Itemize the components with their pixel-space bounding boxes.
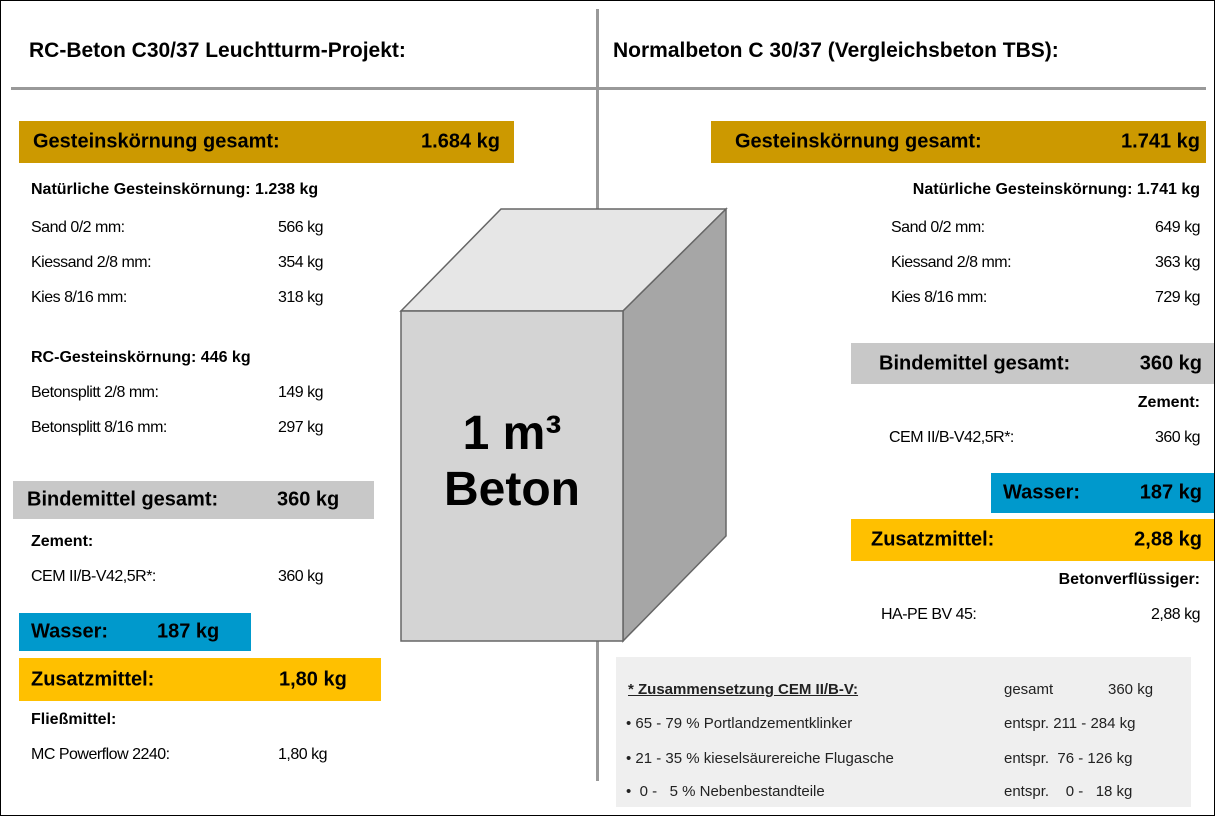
binder-bar: Bindemittel gesamt: 360 kg [13,481,374,519]
footnote-row-value: entspr. 76 - 126 kg [1004,750,1133,767]
row-value: 2,88 kg [1151,606,1200,623]
bar-label: Gesteinskörnung gesamt: [33,130,280,153]
bar-label: Bindemittel gesamt: [27,488,219,511]
bar-label: Bindemittel gesamt: [879,352,1071,374]
row-label: Betonsplitt 2/8 mm: [31,384,159,401]
sub-heading: Betonverflüssiger: [1058,571,1200,588]
row-value: 649 kg [1154,219,1201,236]
header-divider [11,87,1206,90]
bar-label: Gesteinskörnung gesamt: [735,130,982,153]
footnote-heading: * Zusammensetzung CEM II/B-V: [628,681,859,698]
row-label: Kiessand 2/8 mm: [891,254,1012,271]
row-label: MC Powerflow 2240: [31,746,170,763]
footnote-row-value: entspr. 0 - 18 kg [1004,783,1133,800]
row-value: 1,80 kg [278,746,327,763]
row-label: CEM II/B-V42,5R*: [31,568,156,585]
bar-label: Wasser: [31,620,109,643]
row-value: 149 kg [278,384,324,401]
bar-value: 1.684 kg [421,130,500,153]
sub-heading: Fließmittel: [31,711,117,728]
row-label: Sand 0/2 mm: [31,219,125,236]
footnote-row-value: entspr. 211 - 284 kg [1004,715,1136,732]
footnote-row: • 0 - 5 % Nebenbestandteile [626,783,825,800]
admixture-bar: Zusatzmittel: 2,88 kg [851,519,1214,561]
cube-line: Beton [444,463,580,516]
sub-heading: Zement: [31,533,94,550]
row-value: 318 kg [278,289,324,306]
admixture-bar: Zusatzmittel: 1,80 kg [19,658,381,701]
right-title: Normalbeton C 30/37 (Vergleichsbeton TBS… [613,39,1059,62]
cube [399,207,728,643]
section-heading: Natürliche Gesteinskörnung: 1.238 kg [31,181,319,198]
cube-label: 1 m³ Beton [401,406,623,518]
section-heading: RC-Gesteinskörnung: 446 kg [31,349,251,366]
bar-label: Zusatzmittel: [31,668,155,690]
bar-value: 187 kg [157,620,220,643]
sub-heading: Zement: [1137,394,1200,411]
row-label: CEM II/B-V42,5R*: [889,429,1014,446]
footnote-row: • 65 - 79 % Portlandzementklinker [626,715,853,732]
row-value: 566 kg [278,219,324,236]
bar-label: Zusatzmittel: [871,528,995,551]
row-value: 354 kg [278,254,324,271]
bar-value: 1.741 kg [1121,130,1200,153]
bar-value: 187 kg [1139,481,1202,504]
water-bar: Wasser: 187 kg [19,613,251,651]
row-label: HA-PE BV 45: [881,606,977,623]
row-value: 363 kg [1154,254,1201,271]
row-label: Kies 8/16 mm: [31,289,127,306]
bar-value: 1,80 kg [279,668,347,690]
binder-bar: Bindemittel gesamt: 360 kg [851,343,1214,384]
row-value: 297 kg [278,419,324,436]
aggregate-bar: Gesteinskörnung gesamt: 1.684 kg [19,121,514,163]
row-label: Betonsplitt 8/16 mm: [31,419,167,436]
bar-value: 360 kg [277,488,340,511]
row-label: Kies 8/16 mm: [891,289,987,306]
bar-value: 2,88 kg [1134,528,1202,551]
row-label: Sand 0/2 mm: [891,219,985,236]
section-heading: Natürliche Gesteinskörnung: 1.741 kg [912,181,1200,198]
row-value: 729 kg [1154,289,1201,306]
left-title: RC-Beton C30/37 Leuchtturm-Projekt: [29,39,406,62]
cube-line: 1 m³ [462,407,562,460]
aggregate-bar: Gesteinskörnung gesamt: 1.741 kg [711,121,1206,163]
row-value: 360 kg [1154,429,1201,446]
bar-value: 360 kg [1139,352,1202,374]
footnote-row: • 21 - 35 % kieselsäurereiche Flugasche [626,750,894,767]
row-value: 360 kg [278,568,324,585]
water-bar: Wasser: 187 kg [991,473,1214,513]
footnote-box: * Zusammensetzung CEM II/B-V: gesamt 360… [616,657,1191,807]
footnote-label: gesamt [1004,681,1054,698]
footnote-value: 360 kg [1108,681,1154,698]
bar-label: Wasser: [1003,481,1081,504]
row-label: Kiessand 2/8 mm: [31,254,152,271]
